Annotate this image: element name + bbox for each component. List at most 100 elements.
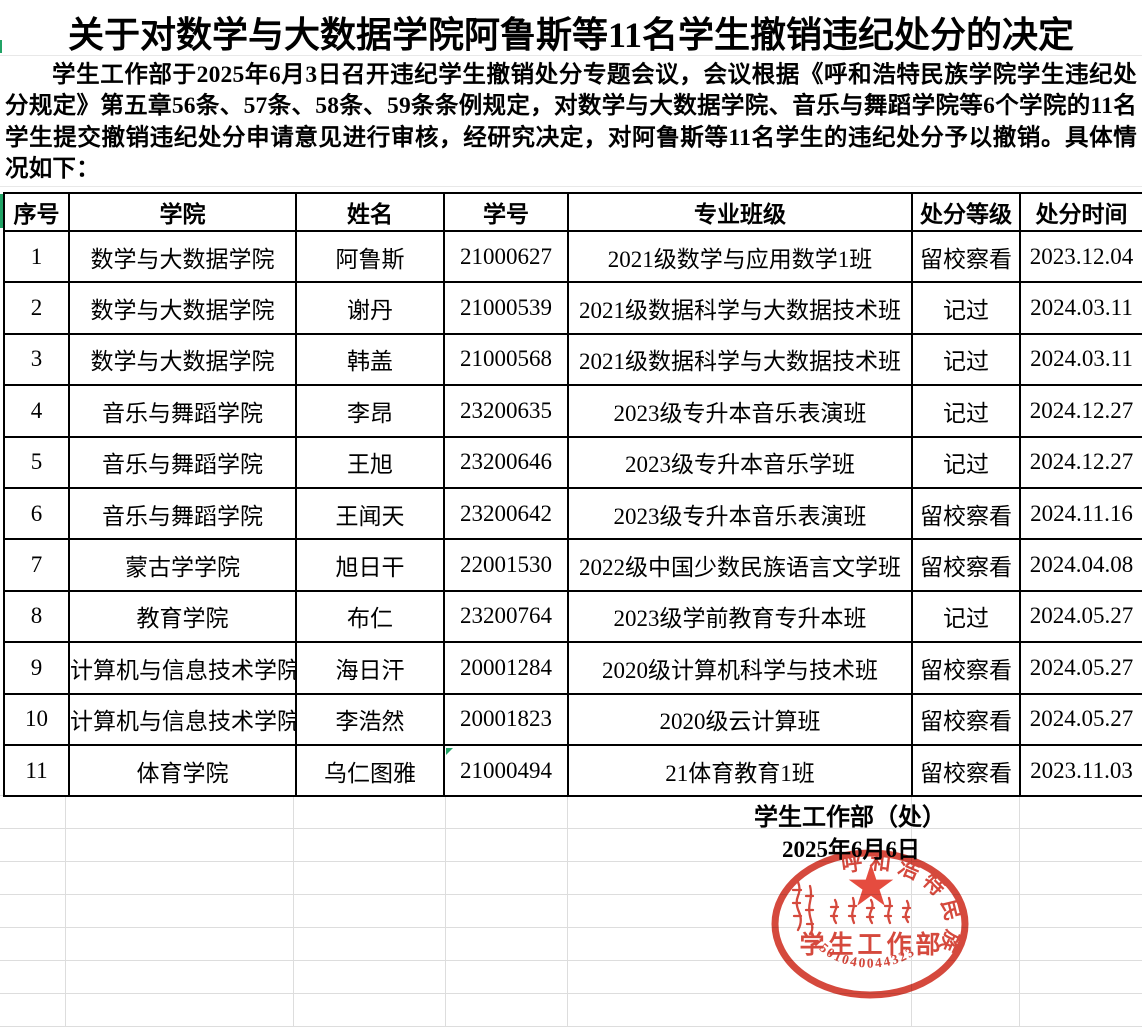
signature-department: 学生工作部（处） [754,805,946,831]
table-row: 1 数学与大数据学院 阿鲁斯 21000627 2021级数学与应用数学1班 留校察看 20… [3,229,1142,284]
table-cell: 王旭 [295,435,445,489]
table-cell: 23200635 [443,384,569,438]
table-row: 11 体育学院 乌仁图雅 21000494 21体育教育1班 留校察看 2023.11.03 [3,743,1142,798]
table-cell: 计算机与信息技术学院 [68,641,297,695]
header-cell-date: 处分时间 [1019,192,1142,232]
table-cell: 2023级专升本音乐表演班 [567,384,913,438]
table-cell: 2024.12.27 [1019,384,1142,438]
table-cell: 2023.11.03 [1019,743,1142,798]
header-cell-index: 序号 [3,192,70,232]
table-cell: 23200642 [443,486,569,541]
table-cell: 李昂 [295,384,445,438]
table-cell: 5 [3,435,70,489]
table-cell: 2024.05.27 [1019,692,1142,746]
table-cell: 4 [3,384,70,438]
table-cell: 2024.11.16 [1019,486,1142,541]
table-row: 6 音乐与舞蹈学院 王闻天 23200642 2023级专升本音乐表演班 留校察看 2024… [3,486,1142,541]
table-cell: 23200646 [443,435,569,489]
table-cell: 韩盖 [295,332,445,387]
table-cell: 记过 [911,281,1021,335]
table-cell: 21000568 [443,332,569,387]
table-cell: 2021级数学与应用数学1班 [567,229,913,284]
active-cell-marker [0,194,3,228]
table-cell: 2020级计算机科学与技术班 [567,641,913,695]
table-cell: 10 [3,692,70,746]
table-cell: 数学与大数据学院 [68,281,297,335]
table-body: 1 数学与大数据学院 阿鲁斯 21000627 2021级数学与应用数学1班 留校察看 20… [3,229,1142,798]
table-row: 3 数学与大数据学院 韩盖 21000568 2021级数据科学与大数据技术班 记过 202… [3,332,1142,387]
table-header-row: 序号 学院 姓名 学号 专业班级 处分等级 处分时间 [3,192,1142,232]
table-cell: 2023.12.04 [1019,229,1142,284]
table-cell: 2024.05.27 [1019,589,1142,644]
table-cell: 2023级专升本音乐表演班 [567,486,913,541]
stamp-center-text: 学生工作部 [799,930,944,959]
table-cell: 2023级学前教育专升本班 [567,589,913,644]
table-cell: 8 [3,589,70,644]
page-title: 关于对数学与大数据学院阿鲁斯等11名学生撤销违纪处分的决定 [67,15,1074,55]
table-cell: 李浩然 [295,692,445,746]
table-cell: 阿鲁斯 [295,229,445,284]
header-cell-level: 处分等级 [911,192,1021,232]
table-row: 7 蒙古学学院 旭日干 22001530 2022级中国少数民族语言文学班 留校察看 202… [3,538,1142,592]
table-cell: 2024.05.27 [1019,641,1142,695]
header-cell-name: 姓名 [295,192,445,232]
table-cell: 体育学院 [68,743,297,798]
table-cell: 音乐与舞蹈学院 [68,435,297,489]
table-cell: 22001530 [443,538,569,592]
table-cell: 2021级数据科学与大数据技术班 [567,281,913,335]
stamp-ring [771,849,969,999]
body-paragraph: 学生工作部于2025年6月3日召开违纪学生撤销处分专题会议，会议根据《呼和浩特民… [5,62,1137,183]
table-cell: 11 [3,743,70,798]
table-cell: 2024.04.08 [1019,538,1142,592]
table-cell: 蒙古学学院 [68,538,297,592]
table-cell: 记过 [911,435,1021,489]
discipline-table: 序号 学院 姓名 学号 专业班级 处分等级 处分时间 1 数学与大数据学院 阿鲁斯 2… [3,192,1142,798]
official-stamp: 呼和浩特民族学院 ★ 学生工作部 1501040044323 [735,840,969,999]
table-cell: 记过 [911,332,1021,387]
table-row: 5 音乐与舞蹈学院 王旭 23200646 2023级专升本音乐学班 记过 2024.12.… [3,435,1142,489]
table-cell: 留校察看 [911,743,1021,798]
table-cell: 海日汗 [295,641,445,695]
table-cell: 2022级中国少数民族语言文学班 [567,538,913,592]
header-cell-class: 专业班级 [567,192,913,232]
table-row: 4 音乐与舞蹈学院 李昂 23200635 2023级专升本音乐表演班 记过 2024.12… [3,384,1142,438]
table-cell: 留校察看 [911,229,1021,284]
table-cell: 记过 [911,589,1021,644]
table-cell: 2024.03.11 [1019,281,1142,335]
table-cell: 数学与大数据学院 [68,229,297,284]
table-cell: 计算机与信息技术学院 [68,692,297,746]
table-cell: 6 [3,486,70,541]
table-cell: 2024.12.27 [1019,435,1142,489]
stamp-mongolian-script [791,880,912,936]
table-cell: 乌仁图雅 [295,743,445,798]
header-cell-college: 学院 [68,192,297,232]
table-cell: 数学与大数据学院 [68,332,297,387]
table-cell: 9 [3,641,70,695]
table-cell: 21体育教育1班 [567,743,913,798]
table-row: 9 计算机与信息技术学院 海日汗 20001284 2020级计算机科学与技术班 留校察看… [3,641,1142,695]
table-cell: 音乐与舞蹈学院 [68,384,297,438]
table-cell: 布仁 [295,589,445,644]
table-cell: 20001284 [443,641,569,695]
row-indicator-mark [0,40,2,53]
table-cell: 2020级云计算班 [567,692,913,746]
table-cell: 2024.03.11 [1019,332,1142,387]
table-cell: 旭日干 [295,538,445,592]
table-cell: 2021级数据科学与大数据技术班 [567,332,913,387]
table-cell: 记过 [911,384,1021,438]
table-cell: 谢丹 [295,281,445,335]
table-cell: 21000539 [443,281,569,335]
table-cell: 7 [3,538,70,592]
table-row: 10 计算机与信息技术学院 李浩然 20001823 2020级云计算班 留校察看 2024… [3,692,1142,746]
table-cell: 23200764 [443,589,569,644]
table-cell: 20001823 [443,692,569,746]
table-cell: 21000627 [443,229,569,284]
table-row: 2 数学与大数据学院 谢丹 21000539 2021级数据科学与大数据技术班 记过 202… [3,281,1142,335]
table-cell: 留校察看 [911,641,1021,695]
table-cell: 教育学院 [68,589,297,644]
table-cell: 留校察看 [911,538,1021,592]
table-cell: 2 [3,281,70,335]
table-cell: 王闻天 [295,486,445,541]
table-cell: 3 [3,332,70,387]
